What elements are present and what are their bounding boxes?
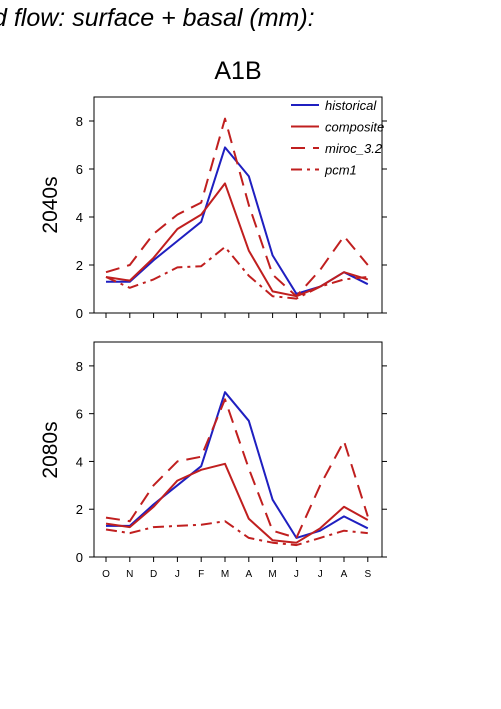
x-tick-label: F <box>198 569 204 580</box>
x-tick-label: M <box>268 569 276 580</box>
x-tick-label: J <box>318 569 323 580</box>
legend-label: miroc_3.2 <box>325 141 383 156</box>
row-label: 2080s <box>39 421 62 478</box>
y-tick-label: 0 <box>76 550 83 565</box>
series-line-pcm1 <box>105 520 368 547</box>
row-label: 2040s <box>39 176 62 233</box>
series-line-composite <box>105 462 369 544</box>
legend-label: composite <box>325 120 384 135</box>
figure-title-text: d flow: surface + basal (mm): <box>0 4 315 32</box>
y-tick-label: 6 <box>76 407 83 422</box>
y-tick-label: 4 <box>76 210 83 225</box>
plot-frame <box>93 96 383 314</box>
x-tick-label: A <box>341 569 348 580</box>
y-tick-label: 4 <box>76 454 83 469</box>
series-line-historical <box>106 391 369 539</box>
series-line-miroc-3-2 <box>105 398 369 539</box>
legend-label: historical <box>325 98 377 113</box>
x-tick-label: O <box>102 569 110 580</box>
y-tick-label: 6 <box>76 162 83 177</box>
figure-title: d flow: surface + basal (mm): <box>0 4 501 36</box>
y-tick-label: 2 <box>76 258 83 273</box>
x-tick-label: S <box>364 569 371 580</box>
plot-frame <box>93 341 383 558</box>
y-tick-label: 8 <box>76 114 83 129</box>
series-line-miroc-3-2 <box>105 117 369 298</box>
y-tick-label: 8 <box>76 359 83 374</box>
x-tick-label: J <box>294 569 299 580</box>
legend-label: pcm1 <box>324 163 357 178</box>
x-tick-label: M <box>221 569 229 580</box>
scenario-title: A1B <box>214 57 261 85</box>
x-tick-label: A <box>245 569 252 580</box>
y-tick-label: 2 <box>76 502 83 517</box>
x-tick-label: N <box>126 569 133 580</box>
x-tick-label: D <box>150 569 157 580</box>
series-line-pcm1 <box>105 246 368 300</box>
x-tick-label: J <box>175 569 180 580</box>
series-line-composite <box>105 182 369 298</box>
y-tick-label: 0 <box>76 306 83 321</box>
